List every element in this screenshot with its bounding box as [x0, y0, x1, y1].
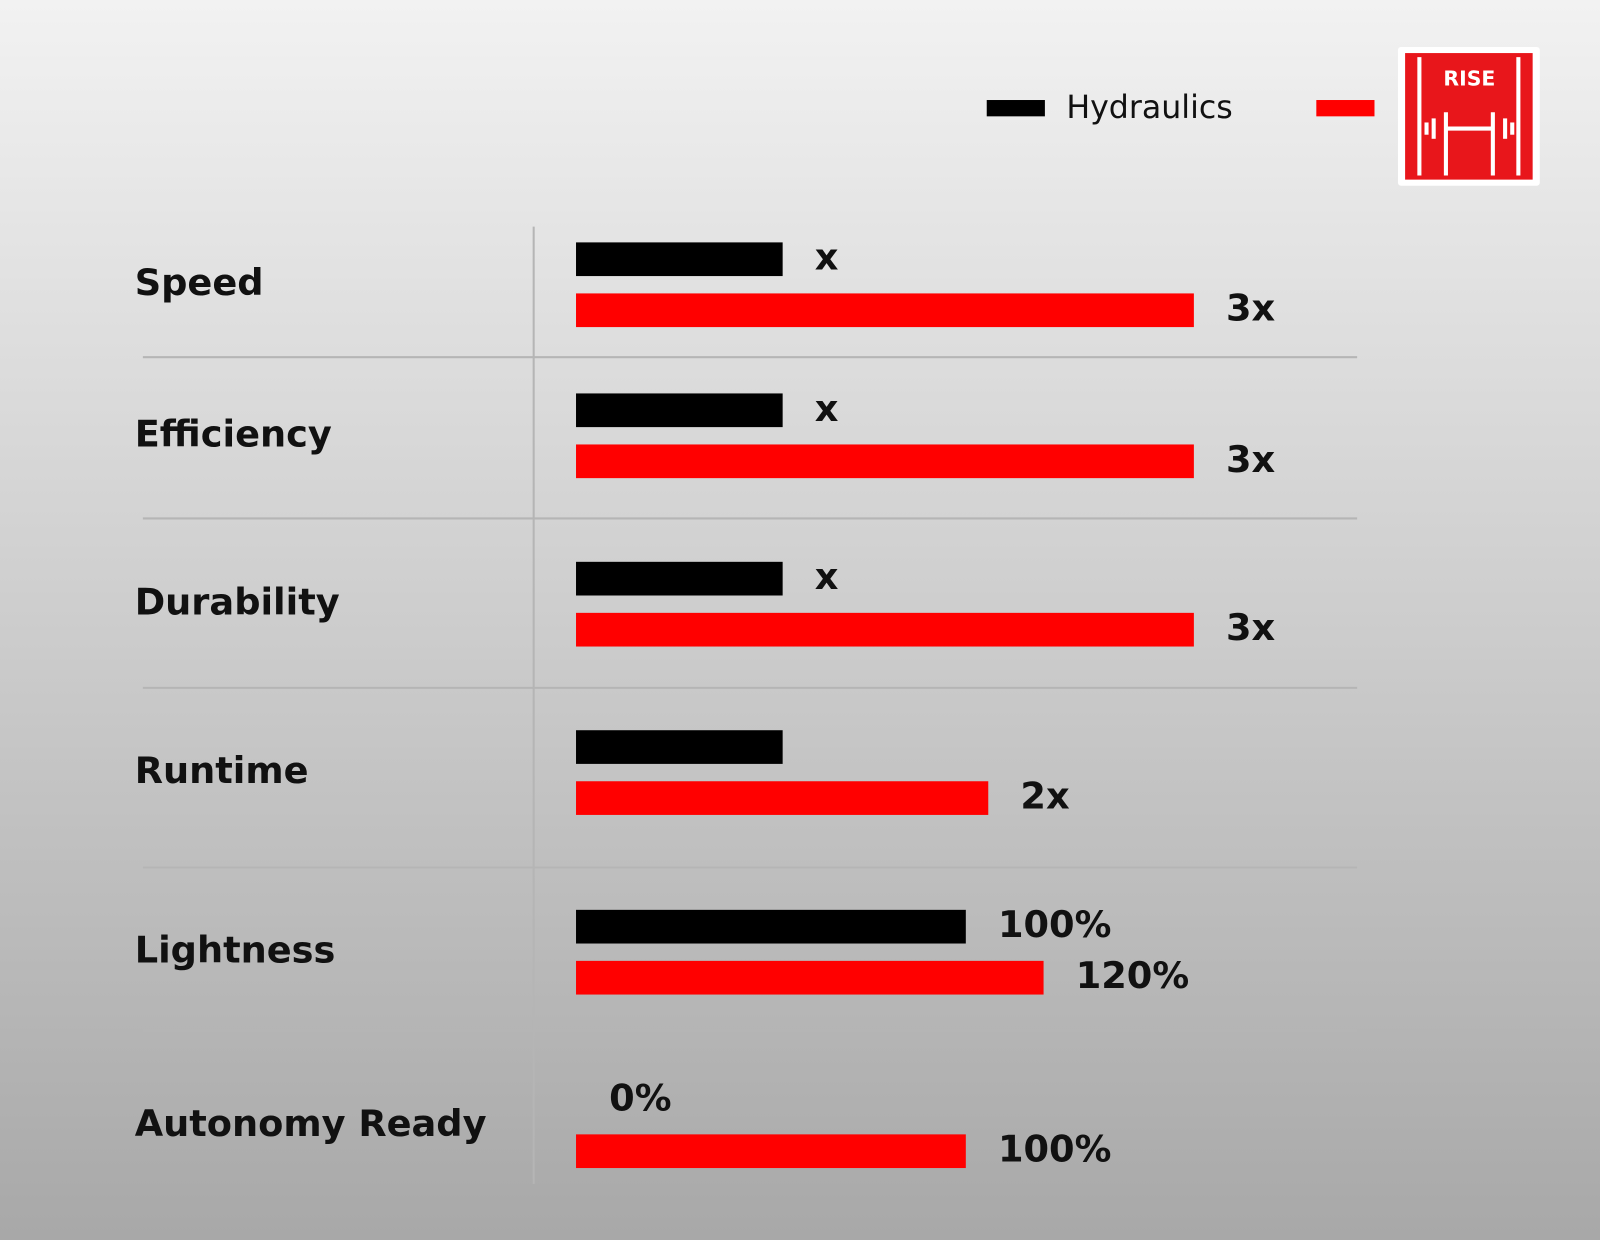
- category-label: Efficiency: [135, 412, 332, 455]
- category-label: Autonomy Ready: [135, 1102, 487, 1145]
- bar: [576, 730, 783, 764]
- bar: [576, 242, 783, 277]
- legend: Hydraulics RISE: [986, 46, 1540, 186]
- value-label: 100%: [998, 1128, 1111, 1171]
- bar: [576, 909, 966, 944]
- bar: [576, 781, 989, 815]
- legend-swatch: [986, 100, 1045, 117]
- bar: [576, 1134, 966, 1169]
- value-label: 100%: [998, 903, 1111, 946]
- value-label: x: [815, 236, 839, 279]
- logo-icon: [1417, 57, 1521, 176]
- value-label: 3x: [1226, 438, 1276, 481]
- logo-text: RISE: [1443, 67, 1495, 91]
- value-label: 3x: [1226, 606, 1276, 649]
- bar: [576, 561, 783, 596]
- bar: [576, 612, 1194, 647]
- value-label: x: [815, 555, 839, 598]
- logo-body: [1405, 53, 1533, 180]
- legend-label: Hydraulics: [1066, 90, 1232, 126]
- bar: [576, 960, 1044, 995]
- legend-logo: RISE: [1397, 46, 1540, 186]
- category-label: Runtime: [135, 749, 309, 792]
- bar: [576, 444, 1194, 479]
- value-label: x: [815, 387, 839, 430]
- value-label: 3x: [1226, 287, 1276, 330]
- category-label: Durability: [135, 581, 340, 624]
- legend-swatch: [1316, 100, 1375, 117]
- value-label: 120%: [1076, 954, 1189, 997]
- category-label: Lightness: [135, 929, 336, 972]
- category-label: Speed: [135, 261, 264, 304]
- value-label: 0%: [609, 1077, 671, 1120]
- bar: [576, 393, 783, 428]
- value-label: 2x: [1020, 775, 1070, 818]
- bar: [576, 293, 1194, 328]
